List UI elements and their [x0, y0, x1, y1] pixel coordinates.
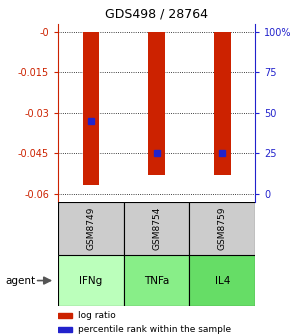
Bar [58, 255, 124, 306]
Title: GDS498 / 28764: GDS498 / 28764 [105, 8, 208, 21]
Text: IFNg: IFNg [79, 276, 102, 286]
Bar [83, 32, 99, 185]
Text: TNFa: TNFa [144, 276, 169, 286]
Text: GSM8759: GSM8759 [218, 207, 227, 250]
Bar [189, 202, 255, 255]
Bar [58, 313, 72, 319]
Text: percentile rank within the sample: percentile rank within the sample [78, 325, 231, 334]
Bar [148, 32, 165, 175]
Text: GSM8749: GSM8749 [86, 207, 95, 250]
Text: GSM8754: GSM8754 [152, 207, 161, 250]
Bar [214, 32, 231, 175]
Text: agent: agent [6, 276, 36, 286]
Text: log ratio: log ratio [78, 311, 115, 320]
Bar [58, 202, 124, 255]
Text: IL4: IL4 [215, 276, 230, 286]
Bar [58, 327, 72, 332]
Bar [189, 255, 255, 306]
Bar [124, 255, 189, 306]
Bar [124, 202, 189, 255]
